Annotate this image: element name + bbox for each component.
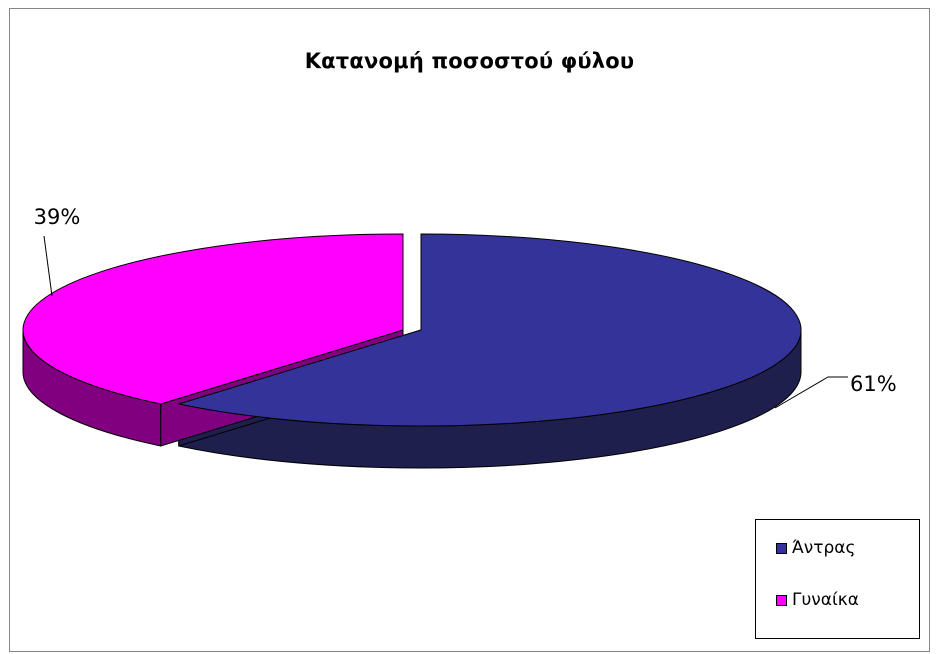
data-label-1: 39% (34, 205, 81, 229)
legend-swatch-male (776, 542, 787, 554)
legend: Άντρας Γυναίκα (755, 519, 920, 639)
legend-label-male: Άντρας (792, 538, 856, 558)
chart-title: Κατανομή ποσοστού φύλου (304, 49, 635, 73)
legend-item-male: Άντρας (776, 538, 855, 558)
pie-slice-0 (178, 233, 802, 427)
legend-label-female: Γυναίκα (792, 590, 859, 610)
data-label-0: 61% (850, 372, 897, 396)
pie-slice-1 (22, 233, 404, 405)
leader-line-0 (774, 376, 848, 409)
legend-item-female: Γυναίκα (776, 590, 859, 610)
legend-swatch-female (776, 594, 787, 606)
leader-line-1 (43, 235, 53, 297)
